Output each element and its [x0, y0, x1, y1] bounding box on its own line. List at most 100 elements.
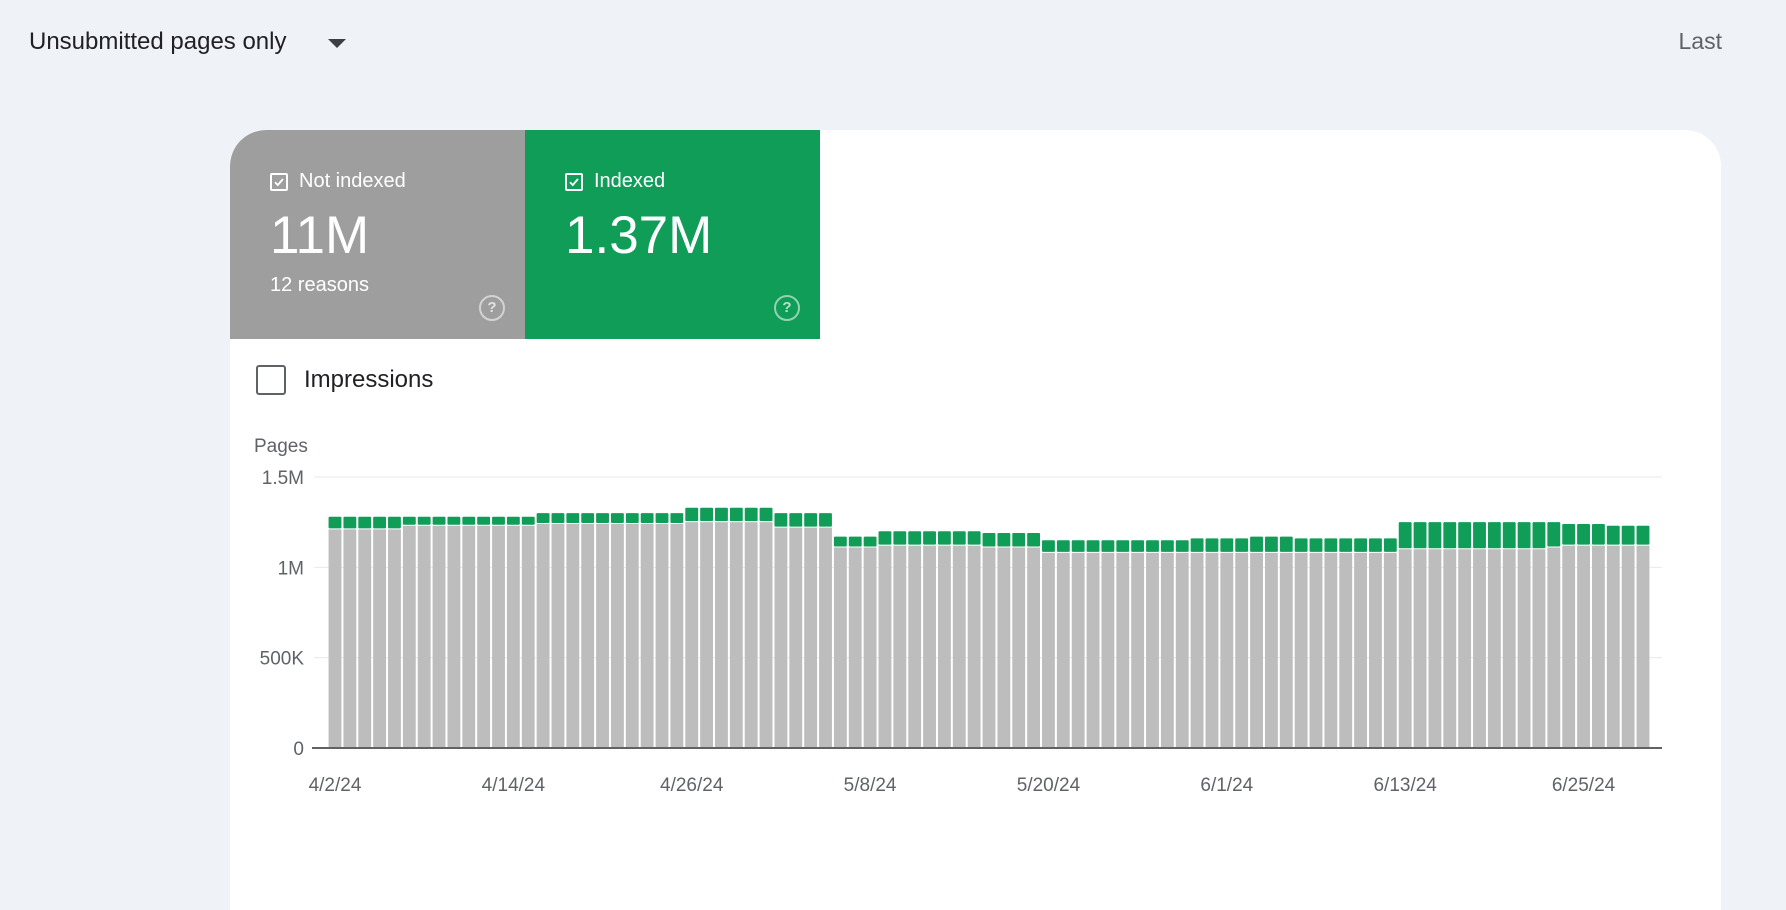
bar-not-indexed: [581, 523, 595, 748]
x-tick-label: 5/8/24: [844, 775, 897, 796]
help-circle-icon[interactable]: ?: [479, 295, 505, 321]
bar-indexed: [908, 531, 922, 545]
x-tick-label: 6/13/24: [1373, 775, 1437, 796]
bar-indexed: [1413, 522, 1427, 549]
bar-indexed: [1116, 540, 1130, 552]
bar-not-indexed: [1175, 552, 1189, 748]
bar-not-indexed: [1131, 552, 1145, 748]
bar-indexed: [744, 507, 758, 522]
bar-indexed: [521, 516, 535, 525]
bar-indexed: [625, 513, 639, 523]
bar-indexed: [1547, 522, 1561, 547]
bar-indexed: [759, 507, 773, 522]
bar-indexed: [848, 536, 862, 547]
bar-not-indexed: [878, 545, 892, 748]
bar-not-indexed: [670, 523, 684, 748]
bar-not-indexed: [521, 525, 535, 748]
bar-not-indexed: [1235, 552, 1249, 748]
bar-not-indexed: [1428, 549, 1442, 748]
checkbox-checked-icon[interactable]: [565, 172, 583, 191]
bar-not-indexed: [1220, 552, 1234, 748]
bar-not-indexed: [863, 547, 877, 748]
bar-indexed: [1146, 540, 1159, 552]
bar-indexed: [1339, 538, 1353, 552]
dropdown-caret-icon[interactable]: [328, 39, 347, 48]
checkbox-checked-icon[interactable]: [270, 172, 288, 191]
filter-dropdown[interactable]: Unsubmitted pages only: [29, 28, 347, 56]
bar-not-indexed: [1487, 549, 1501, 748]
bar-not-indexed: [477, 525, 491, 748]
bar-not-indexed: [819, 527, 832, 748]
help-circle-icon[interactable]: ?: [774, 295, 800, 321]
bar-indexed: [1443, 522, 1457, 549]
bar-indexed: [1012, 533, 1026, 547]
bar-not-indexed: [982, 547, 996, 748]
bar-indexed: [1428, 522, 1442, 549]
bar-not-indexed: [1101, 552, 1115, 748]
bar-indexed: [492, 516, 505, 525]
bar-not-indexed: [551, 523, 565, 748]
bar-not-indexed: [1279, 552, 1293, 748]
impressions-checkbox[interactable]: [256, 365, 286, 395]
bar-not-indexed: [1354, 552, 1368, 748]
bar-not-indexed: [1577, 545, 1590, 748]
bar-not-indexed: [1473, 549, 1486, 748]
indexed-value: 1.37M: [565, 206, 713, 265]
bar-not-indexed: [492, 525, 505, 748]
bar-indexed: [1606, 525, 1620, 545]
bar-indexed: [610, 513, 624, 523]
bar-indexed: [640, 513, 654, 523]
bar-not-indexed: [358, 529, 372, 748]
bar-not-indexed: [1369, 552, 1382, 748]
bar-indexed: [1235, 538, 1249, 552]
impressions-toggle[interactable]: Impressions: [256, 365, 433, 395]
not-indexed-label: Not indexed: [299, 170, 406, 192]
bar-not-indexed: [774, 527, 788, 748]
not-indexed-tile[interactable]: Not indexed 11M 12 reasons ?: [230, 130, 525, 339]
bar-indexed: [581, 513, 595, 523]
bar-indexed: [1175, 540, 1189, 552]
bar-indexed: [1591, 523, 1605, 545]
bar-indexed: [863, 536, 877, 547]
bar-indexed: [596, 513, 609, 523]
date-range-selector[interactable]: Last: [1678, 28, 1722, 54]
bar-not-indexed: [328, 529, 342, 748]
indexed-tile[interactable]: Indexed 1.37M ?: [525, 130, 820, 339]
bar-indexed: [1517, 522, 1531, 549]
bar-not-indexed: [536, 523, 550, 748]
bar-indexed: [1027, 533, 1041, 547]
bar-indexed: [1487, 522, 1501, 549]
bar-indexed: [1324, 538, 1338, 552]
bar-not-indexed: [1562, 545, 1576, 748]
bar-not-indexed: [1443, 549, 1457, 748]
bar-not-indexed: [1458, 549, 1472, 748]
bar-not-indexed: [1532, 549, 1546, 748]
bar-indexed: [1264, 536, 1278, 552]
bar-not-indexed: [1636, 545, 1650, 748]
bar-not-indexed: [1547, 547, 1561, 748]
bar-indexed: [819, 513, 832, 527]
bar-indexed: [1279, 536, 1293, 552]
bar-not-indexed: [432, 525, 446, 748]
bar-not-indexed: [789, 527, 803, 748]
bar-not-indexed: [417, 525, 431, 748]
bar-indexed: [551, 513, 565, 523]
y-tick-label: 1.5M: [262, 468, 304, 489]
bar-indexed: [1294, 538, 1308, 552]
bar-indexed: [923, 531, 936, 545]
bar-not-indexed: [640, 523, 654, 748]
bar-not-indexed: [1250, 552, 1263, 748]
bar-indexed: [670, 513, 684, 523]
bar-not-indexed: [893, 545, 907, 748]
bar-not-indexed: [1071, 552, 1085, 748]
bar-not-indexed: [1324, 552, 1338, 748]
bar-indexed: [997, 533, 1011, 547]
bar-indexed: [328, 516, 342, 529]
bar-indexed: [1354, 538, 1368, 552]
x-tick-label: 6/25/24: [1552, 775, 1616, 796]
bar-indexed: [774, 513, 788, 527]
x-tick-label: 5/20/24: [1017, 775, 1081, 796]
bar-not-indexed: [1086, 552, 1100, 748]
bar-indexed: [1071, 540, 1085, 552]
bar-indexed: [1369, 538, 1382, 552]
